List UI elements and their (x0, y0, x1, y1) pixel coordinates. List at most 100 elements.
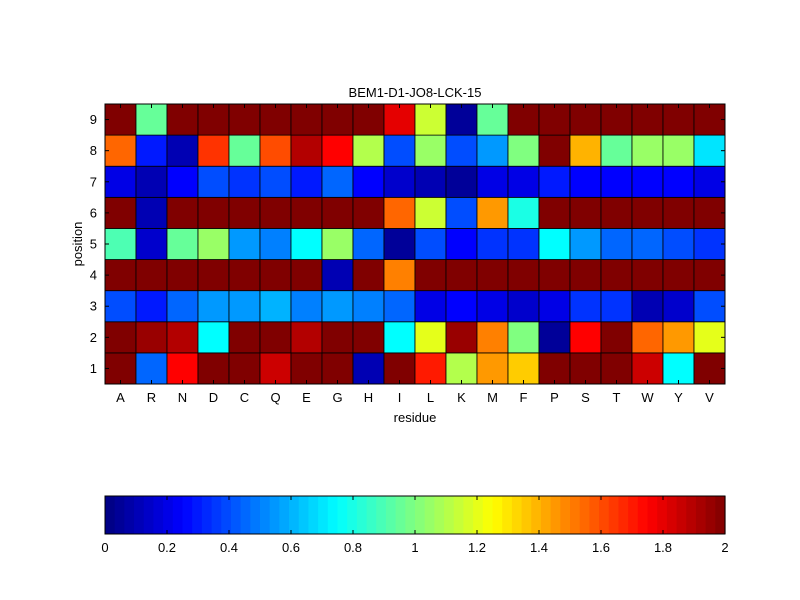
heatmap-cell-Q-8 (259, 134, 292, 167)
heatmap-cell-E-2 (290, 321, 323, 354)
heatmap-cell-C-1 (228, 352, 261, 385)
colorbar-swatch (172, 496, 184, 534)
heatmap-cell-T-5 (600, 228, 633, 260)
colorbar-swatch (327, 496, 339, 534)
heatmap-cell-H-3 (352, 290, 385, 323)
colorbar-swatch (482, 496, 494, 534)
heatmap-cell-V-4 (693, 259, 726, 292)
colorbar-swatch (511, 496, 523, 534)
heatmap-cell-W-1 (631, 352, 664, 385)
heatmap-cell-L-3 (414, 290, 447, 323)
heatmap-cell-L-9 (414, 103, 447, 136)
colorbar-swatch (153, 496, 164, 534)
heatmap-cell-G-6 (321, 196, 354, 229)
x-tick-label: T (613, 390, 621, 405)
heatmap-cell-T-8 (600, 134, 633, 167)
y-tick-label: 5 (90, 237, 97, 252)
x-tick-label: F (520, 390, 528, 405)
heatmap-cell-S-9 (569, 103, 602, 136)
y-tick-label: 6 (90, 205, 97, 220)
colorbar-swatch (289, 496, 300, 534)
colorbar-swatch (589, 496, 600, 534)
heatmap-cell-W-9 (631, 103, 664, 136)
heatmap-cell-R-3 (135, 290, 168, 323)
heatmap-cell-H-6 (352, 196, 385, 229)
heatmap-cell-A-1 (104, 352, 137, 385)
heatmap-cell-K-2 (445, 321, 478, 354)
colorbar-tick-label: 1.2 (468, 540, 486, 555)
colorbar-swatch (347, 496, 358, 534)
y-tick-label: 3 (90, 299, 97, 314)
heatmap-cell-S-7 (569, 165, 602, 198)
heatmap-cell-G-4 (321, 259, 354, 292)
heatmap-cell-P-7 (538, 165, 571, 198)
colorbar-swatch (676, 496, 687, 534)
colorbar-swatch (608, 496, 620, 534)
y-tick-label: 2 (90, 330, 97, 345)
heatmap-cell-R-9 (135, 103, 168, 136)
heatmap-cell-D-3 (197, 290, 230, 323)
heatmap-cell-F-1 (507, 352, 540, 385)
heatmap-cell-E-9 (290, 103, 323, 136)
heatmap-cell-F-7 (507, 165, 540, 198)
heatmap-cell-G-2 (321, 321, 354, 354)
heatmap-cell-S-8 (569, 134, 602, 167)
y-tick-label: 9 (90, 112, 97, 127)
colorbar-tick-label: 2 (721, 540, 728, 555)
colorbar-tick-label: 1.8 (654, 540, 672, 555)
heatmap-cell-W-3 (631, 290, 664, 323)
heatmap-cell-F-8 (507, 134, 540, 167)
heatmap-cell-N-8 (166, 134, 199, 167)
x-tick-label: A (116, 390, 125, 405)
heatmap-cell-N-3 (166, 290, 199, 323)
heatmap-cell-D-4 (197, 259, 230, 292)
heatmap-cell-Q-4 (259, 259, 292, 292)
heatmap-cell-S-6 (569, 196, 602, 229)
heatmap-cell-E-1 (290, 352, 323, 385)
heatmap-cell-I-6 (383, 196, 416, 229)
colorbar-tick-label: 0.8 (344, 540, 362, 555)
heatmap-cell-A-5 (104, 228, 137, 260)
x-tick-label: P (550, 390, 559, 405)
heatmap-cell-Q-5 (259, 228, 292, 260)
heatmap-cells (104, 103, 726, 385)
heatmap-cell-Y-2 (662, 321, 695, 354)
colorbar-swatch (695, 496, 707, 534)
heatmap-cell-I-8 (383, 134, 416, 167)
colorbar-tick-label: 1.6 (592, 540, 610, 555)
heatmap-cell-F-9 (507, 103, 540, 136)
colorbar-tick-label: 1 (411, 540, 418, 555)
colorbar-swatch (540, 496, 552, 534)
heatmap-cell-S-1 (569, 352, 602, 385)
heatmap-cell-A-7 (104, 165, 137, 198)
heatmap-cell-C-2 (228, 321, 261, 354)
heatmap-cell-M-7 (476, 165, 509, 198)
heatmap-cell-A-2 (104, 321, 137, 354)
colorbar-swatch (356, 496, 368, 534)
x-tick-label: R (147, 390, 156, 405)
heatmap-cell-K-6 (445, 196, 478, 229)
heatmap-cell-V-6 (693, 196, 726, 229)
heatmap-cell-A-6 (104, 196, 137, 229)
colorbar-swatch (444, 496, 455, 534)
colorbar-swatch (366, 496, 377, 534)
heatmap-cell-F-4 (507, 259, 540, 292)
colorbar-swatch (163, 496, 174, 534)
colorbar-swatch (550, 496, 561, 534)
heatmap-cell-I-5 (383, 228, 416, 260)
colorbar-swatch (415, 496, 426, 534)
heatmap-cell-G-8 (321, 134, 354, 167)
heatmap-cell-I-9 (383, 103, 416, 136)
heatmap-cell-I-7 (383, 165, 416, 198)
colorbar-swatch (666, 496, 678, 534)
colorbar-swatch (521, 496, 532, 534)
colorbar-swatch (647, 496, 658, 534)
y-tick-label: 4 (90, 268, 97, 283)
colorbar-swatch (298, 496, 310, 534)
x-tick-label: V (705, 390, 714, 405)
heatmap-cell-K-5 (445, 228, 478, 260)
x-tick-label: H (364, 390, 373, 405)
heatmap-cell-E-8 (290, 134, 323, 167)
heatmap-cell-V-9 (693, 103, 726, 136)
heatmap-cell-S-4 (569, 259, 602, 292)
